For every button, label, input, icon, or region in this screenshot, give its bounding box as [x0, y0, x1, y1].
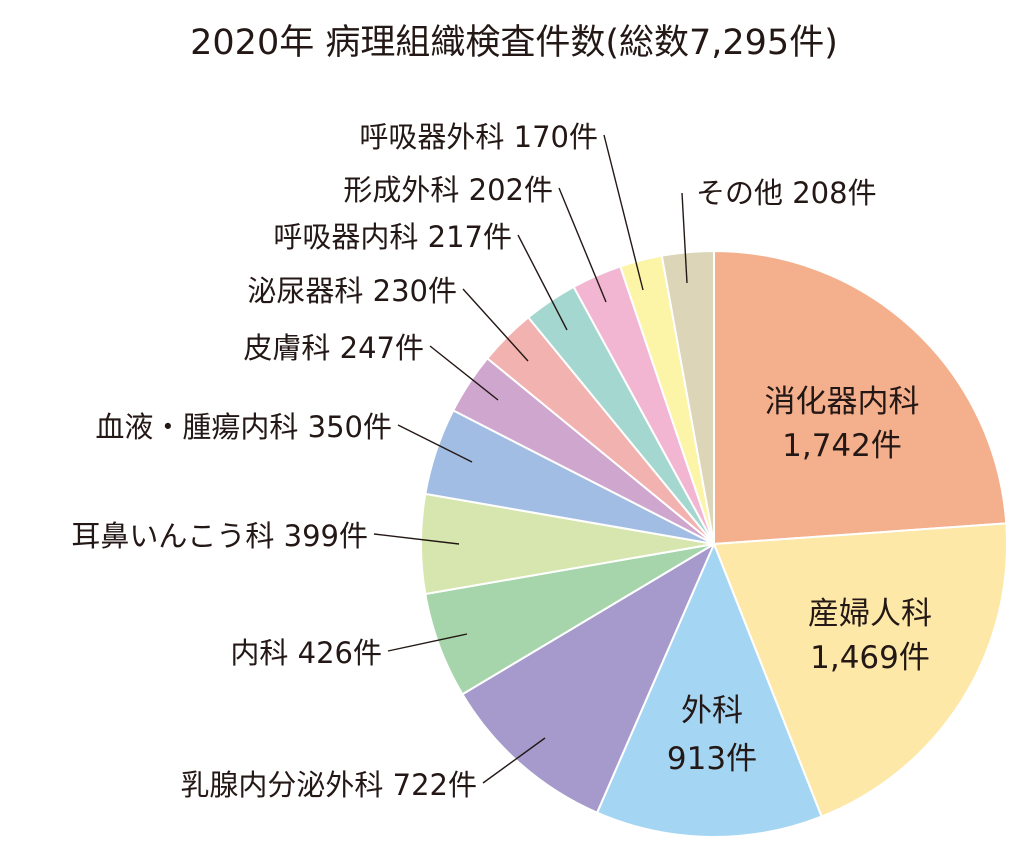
- slice-9-label: 泌尿器科 230件: [247, 274, 457, 308]
- slice-11-leader-line: [558, 187, 607, 303]
- slice-3-value-label: 913件: [667, 741, 757, 777]
- slice-13-label: その他 208件: [696, 176, 877, 210]
- slice-11-label: 形成外科 202件: [343, 173, 553, 207]
- slice-1-label: 消化器内科: [765, 384, 920, 420]
- slice-5-leader-line: [387, 633, 468, 652]
- slice-8-leader-line: [429, 345, 499, 401]
- slice-10-leader-line: [517, 234, 568, 331]
- slice-4-wedge: [461, 543, 715, 814]
- slice-8-label: 皮膚科 247件: [243, 331, 424, 365]
- slice-1-value-label: 1,742件: [782, 428, 902, 464]
- slice-12-label: 呼吸器外科 170件: [359, 120, 598, 154]
- slice-5-label: 内科 426件: [230, 636, 382, 670]
- slice-10-label: 呼吸器内科 217件: [273, 220, 512, 254]
- slice-7-leader-line: [397, 424, 473, 463]
- chart-title: 2020年 病理組織検査件数(総数7,295件): [190, 23, 838, 63]
- slice-13-wedge: [660, 250, 715, 545]
- slice-1-wedge: [713, 250, 1008, 545]
- slice-4-label: 乳腺内分泌外科 722件: [180, 768, 477, 802]
- slice-3-label: 外科: [681, 693, 743, 729]
- slice-2-value-label: 1,469件: [810, 640, 930, 676]
- slice-12-leader-line: [603, 134, 644, 291]
- slice-4-leader-line: [482, 737, 546, 784]
- slice-3-wedge: [596, 543, 823, 838]
- slice-13-leader-line: [681, 192, 688, 284]
- slice-6-label: 耳鼻いんこう科 399件: [71, 519, 368, 553]
- slice-2-label: 産婦人科: [808, 596, 932, 632]
- slice-6-leader-line: [373, 533, 460, 545]
- slice-2-wedge: [713, 522, 1008, 818]
- slice-7-label: 血液・腫瘍内科 350件: [95, 410, 392, 444]
- slice-9-leader-line: [462, 288, 529, 362]
